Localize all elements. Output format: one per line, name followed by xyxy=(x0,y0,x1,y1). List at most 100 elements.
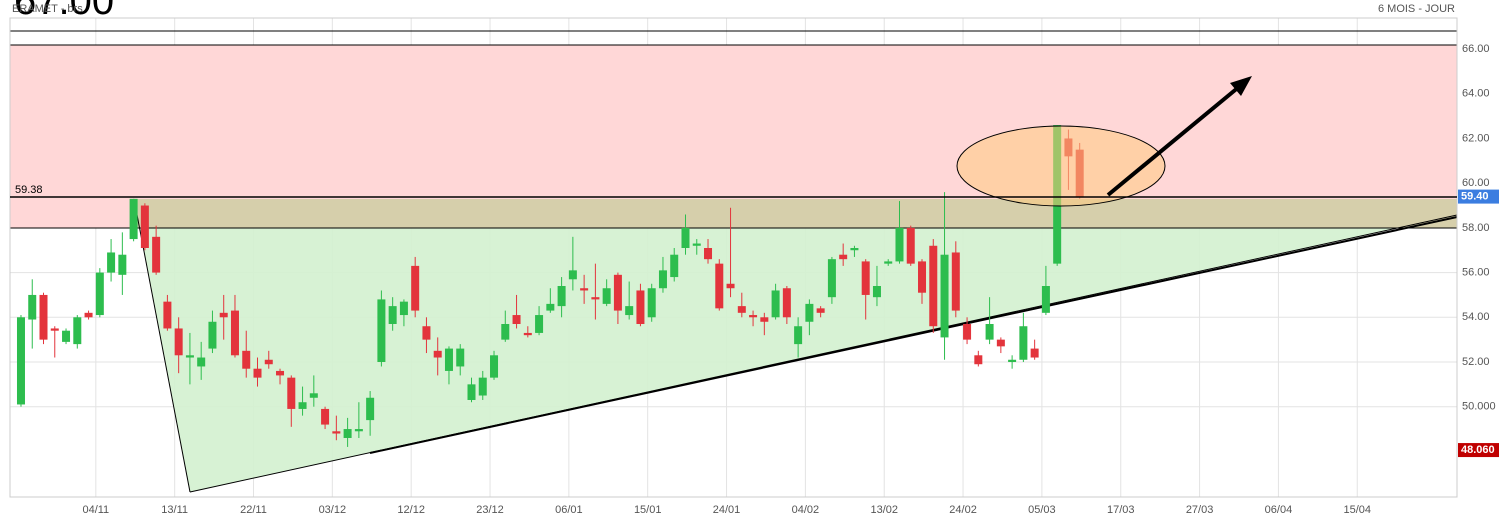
candle-body xyxy=(95,272,104,316)
x-tick-label: 24/02 xyxy=(949,504,977,516)
y-tick-label: 66.00 xyxy=(1462,43,1490,55)
candle-body xyxy=(523,332,532,336)
candle-body xyxy=(895,227,904,262)
candle-body xyxy=(591,297,600,300)
candle-body xyxy=(726,283,735,289)
y-tick-label: 52.00 xyxy=(1462,356,1490,368)
candle-body xyxy=(715,263,724,309)
candle-body xyxy=(411,265,420,311)
x-tick-label: 17/03 xyxy=(1107,504,1135,516)
x-tick-label: 04/11 xyxy=(82,504,109,516)
y-tick-label: 56.00 xyxy=(1462,266,1490,278)
y-tick-label: 60.00 xyxy=(1462,177,1490,189)
candle-body xyxy=(242,350,251,369)
candle-body xyxy=(737,306,746,313)
candle-body xyxy=(163,301,172,329)
candle-body xyxy=(140,205,149,249)
y-tick-label: 58.00 xyxy=(1462,222,1490,234)
candle-body xyxy=(692,243,701,246)
candle-body xyxy=(1030,348,1039,358)
candle-body xyxy=(309,393,318,398)
x-tick-label: 05/03 xyxy=(1028,504,1056,516)
candle-body xyxy=(298,402,307,409)
candle-body xyxy=(174,328,183,356)
candle-body xyxy=(264,359,273,365)
candle-body xyxy=(152,236,161,273)
candle-body xyxy=(433,350,442,358)
plot-frame xyxy=(9,17,1458,498)
x-tick-label: 15/01 xyxy=(634,504,662,516)
candle-body xyxy=(253,368,262,378)
candle-body xyxy=(546,303,555,311)
candle-body xyxy=(1019,326,1028,360)
candle-body xyxy=(794,326,803,345)
header-strip xyxy=(0,0,1501,17)
candle-body xyxy=(906,227,915,264)
x-tick-label: 12/12 xyxy=(397,504,425,516)
candle-body xyxy=(50,328,59,331)
candle-body xyxy=(940,254,949,338)
candle-body xyxy=(129,198,138,240)
candle-body xyxy=(512,315,521,324)
candle-body xyxy=(760,317,769,322)
candle-body xyxy=(185,355,194,358)
header-value: 67.00 xyxy=(14,0,114,23)
candle-body xyxy=(749,315,758,318)
y-tick-label: 50.000 xyxy=(1462,401,1496,413)
candle-body xyxy=(1041,285,1050,313)
candle-body xyxy=(872,285,881,298)
candle-body xyxy=(985,323,994,340)
candle-body xyxy=(208,321,217,349)
x-tick-label: 22/11 xyxy=(240,504,267,516)
candle-body xyxy=(28,294,37,320)
candle-body xyxy=(670,254,679,278)
candle-body xyxy=(366,397,375,421)
candle-body xyxy=(704,248,713,260)
candle-body xyxy=(850,248,859,251)
candle-body xyxy=(636,290,645,324)
price-tag xyxy=(1458,189,1499,204)
candle-body xyxy=(287,377,296,409)
x-tick-label: 13/11 xyxy=(161,504,188,516)
candle-body xyxy=(377,299,386,362)
y-tick-label: 64.00 xyxy=(1462,88,1490,100)
candle-body xyxy=(580,288,589,291)
candle-body xyxy=(613,274,622,311)
candle-body xyxy=(118,254,127,275)
x-tick-label: 27/03 xyxy=(1186,504,1214,516)
candle-body xyxy=(62,330,71,342)
highlight-ellipse xyxy=(956,125,1166,207)
candle-body xyxy=(444,348,453,371)
candle-body xyxy=(996,339,1005,347)
candle-body xyxy=(1008,359,1017,362)
candle-body xyxy=(84,312,93,318)
candle-body xyxy=(73,317,82,345)
candle-body xyxy=(861,261,870,295)
candle-body xyxy=(805,303,814,322)
chart-subtitle: 6 MOIS - JOUR xyxy=(1378,3,1455,15)
candle-body xyxy=(276,370,285,376)
candle-body xyxy=(321,408,330,425)
triangle-zone xyxy=(134,199,1457,492)
candle-body xyxy=(884,261,893,264)
x-tick-label: 15/04 xyxy=(1343,504,1371,516)
arrow-line xyxy=(1106,84,1242,197)
candle-body xyxy=(490,355,499,378)
x-tick-label: 13/02 xyxy=(870,504,898,516)
candle-body xyxy=(839,254,848,260)
x-tick-label: 23/12 xyxy=(476,504,504,516)
candle-body xyxy=(399,301,408,316)
candle-body xyxy=(388,306,397,324)
arrow-head xyxy=(1230,76,1252,96)
y-tick-label: 54.00 xyxy=(1462,311,1490,323)
price-tag xyxy=(1458,443,1499,458)
chart-title: ERAMET - brs xyxy=(12,3,83,15)
candle-body xyxy=(456,348,465,367)
breakout-band xyxy=(134,199,1457,228)
candle-body xyxy=(827,259,836,298)
candle-body xyxy=(951,252,960,311)
candle-body xyxy=(535,315,544,333)
trend-line xyxy=(369,216,1458,454)
candle-body xyxy=(332,431,341,434)
